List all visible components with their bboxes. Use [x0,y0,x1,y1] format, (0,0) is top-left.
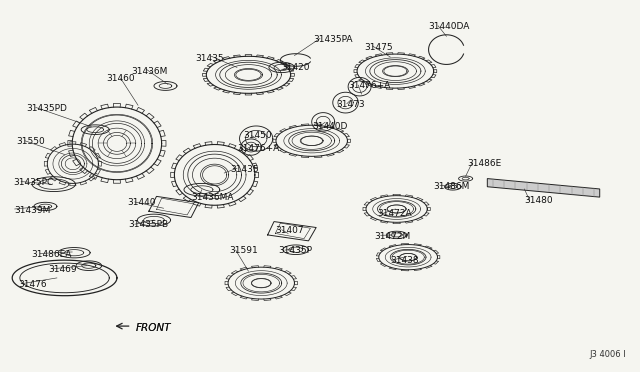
Text: FRONT: FRONT [136,323,172,333]
Text: 31450: 31450 [243,131,272,141]
Text: 31435: 31435 [230,165,259,174]
Text: 31486EA: 31486EA [31,250,72,259]
Text: 31436M: 31436M [132,67,168,76]
Text: 31439M: 31439M [15,206,51,215]
Text: 31440D: 31440D [312,122,348,131]
Text: 31440DA: 31440DA [429,22,470,31]
Text: 31435: 31435 [195,54,224,62]
Text: 31476+A: 31476+A [349,81,391,90]
Text: 31438: 31438 [390,256,419,264]
Text: 31591: 31591 [229,246,258,255]
Text: 31435P: 31435P [278,246,312,255]
Text: 31475: 31475 [365,42,394,51]
Text: J3 4006 I: J3 4006 I [590,350,627,359]
Text: 31440: 31440 [127,198,156,207]
Text: 31435PD: 31435PD [26,104,67,113]
Polygon shape [487,179,600,197]
Text: 31435PC: 31435PC [13,178,54,187]
Text: 31407: 31407 [275,226,304,235]
Text: 31420: 31420 [282,63,310,72]
Text: 31486M: 31486M [434,182,470,190]
Text: 31472A: 31472A [378,209,412,218]
Text: 31435PA: 31435PA [314,35,353,44]
Text: 31476+A: 31476+A [237,144,279,153]
Text: 31480: 31480 [524,196,553,205]
Text: 31550: 31550 [17,137,45,146]
Text: 31472M: 31472M [374,231,410,241]
Text: 31435PB: 31435PB [129,221,168,230]
Text: 31460: 31460 [106,74,134,83]
Text: 31476: 31476 [19,280,47,289]
Text: 31473: 31473 [336,100,365,109]
Text: 31436MA: 31436MA [191,193,234,202]
Text: 31486E: 31486E [467,159,501,168]
Text: FRONT: FRONT [136,323,172,333]
Text: 31469: 31469 [49,265,77,274]
